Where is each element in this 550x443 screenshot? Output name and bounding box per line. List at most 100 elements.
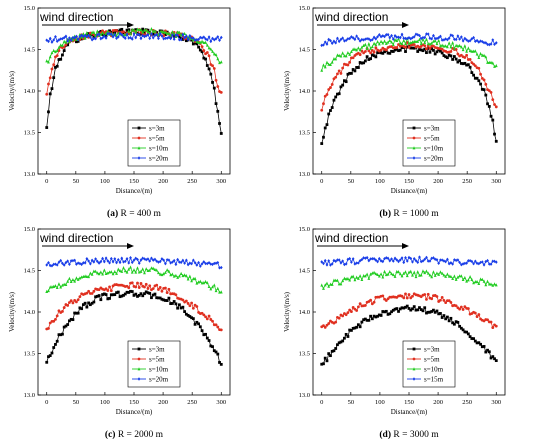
data-point: [155, 283, 159, 287]
legend-entry: s=5m: [407, 355, 440, 363]
data-point: [383, 310, 386, 314]
data-point: [109, 289, 113, 293]
data-point: [463, 261, 467, 266]
data-point: [164, 261, 167, 266]
data-point: [491, 118, 495, 122]
data-point: [76, 311, 80, 315]
data-point: [494, 105, 498, 109]
data-point: [144, 28, 148, 32]
data-point: [356, 305, 360, 309]
data-point: [372, 54, 376, 58]
data-point: [47, 288, 50, 293]
data-point: [362, 61, 366, 65]
data-point: [209, 262, 213, 266]
data-point: [411, 294, 414, 298]
legend-swatch-marker: [412, 146, 416, 150]
legend-swatch-marker: [412, 357, 416, 361]
data-point: [339, 261, 343, 265]
data-point: [209, 39, 213, 44]
y-axis-label: Velocity/(m/s): [283, 291, 291, 332]
data-point: [95, 29, 99, 33]
legend-label: s=5m: [149, 134, 165, 142]
data-point: [99, 32, 103, 36]
data-point: [409, 256, 413, 261]
data-point: [405, 296, 409, 300]
data-point: [433, 52, 437, 56]
legend-entry: s=5m: [132, 355, 165, 363]
data-point: [184, 258, 188, 262]
data-point: [339, 37, 343, 42]
data-point: [172, 37, 176, 41]
data-point: [137, 261, 141, 265]
data-point: [177, 35, 181, 38]
data-point: [376, 259, 379, 264]
data-point: [433, 273, 437, 277]
data-point: [494, 324, 498, 328]
data-point: [62, 39, 66, 43]
data-point: [440, 47, 444, 51]
data-point: [397, 270, 400, 274]
data-point: [171, 260, 174, 264]
data-point: [177, 274, 181, 278]
data-point: [146, 32, 150, 37]
data-point: [477, 66, 481, 70]
data-point: [209, 72, 213, 76]
data-point: [489, 60, 493, 64]
data-point: [139, 282, 143, 285]
data-point: [48, 92, 52, 96]
data-point: [353, 47, 357, 51]
data-point: [219, 265, 223, 270]
data-point: [468, 335, 472, 339]
wind-direction-label: wind direction: [39, 231, 113, 245]
data-point: [458, 43, 462, 48]
data-point: [158, 296, 162, 300]
data-point: [195, 281, 199, 285]
data-point: [341, 51, 345, 55]
data-point: [461, 277, 465, 281]
data-point: [55, 285, 59, 290]
data-point: [211, 36, 214, 41]
data-point: [181, 32, 185, 37]
data-point: [155, 296, 159, 300]
data-point: [419, 308, 423, 311]
data-point: [404, 256, 407, 260]
data-point: [174, 273, 178, 277]
legend-entry: s=10m: [132, 144, 169, 152]
data-point: [487, 350, 491, 354]
data-point: [348, 71, 352, 75]
data-point: [73, 311, 77, 315]
data-point: [449, 316, 453, 320]
data-point: [430, 41, 434, 45]
data-point: [350, 329, 353, 332]
legend-swatch-marker: [412, 126, 416, 130]
series-s=3m: [320, 304, 498, 366]
data-point: [479, 82, 482, 86]
legend-swatch-marker: [137, 377, 141, 381]
data-point: [186, 302, 190, 305]
data-point: [341, 278, 345, 283]
data-point: [211, 81, 214, 84]
data-point: [78, 295, 82, 298]
data-point: [325, 42, 329, 46]
data-point: [202, 49, 206, 52]
x-tick-label: 100: [375, 178, 385, 185]
data-point: [480, 345, 484, 349]
data-point: [369, 57, 372, 61]
data-point: [393, 274, 397, 278]
data-point: [78, 276, 82, 280]
data-point: [463, 56, 467, 59]
legend-entry: s=20m: [407, 154, 444, 162]
data-point: [139, 28, 143, 32]
data-point: [106, 297, 110, 301]
y-tick-label: 14.5: [24, 268, 35, 275]
data-point: [171, 302, 174, 305]
data-point: [451, 262, 455, 266]
data-point: [432, 270, 435, 274]
data-point: [45, 263, 49, 267]
data-point: [454, 43, 458, 47]
data-point: [54, 65, 57, 69]
legend-entry: s=3m: [132, 124, 165, 132]
data-point: [459, 326, 463, 330]
x-tick-label: 200: [433, 178, 443, 185]
data-point: [466, 278, 470, 282]
